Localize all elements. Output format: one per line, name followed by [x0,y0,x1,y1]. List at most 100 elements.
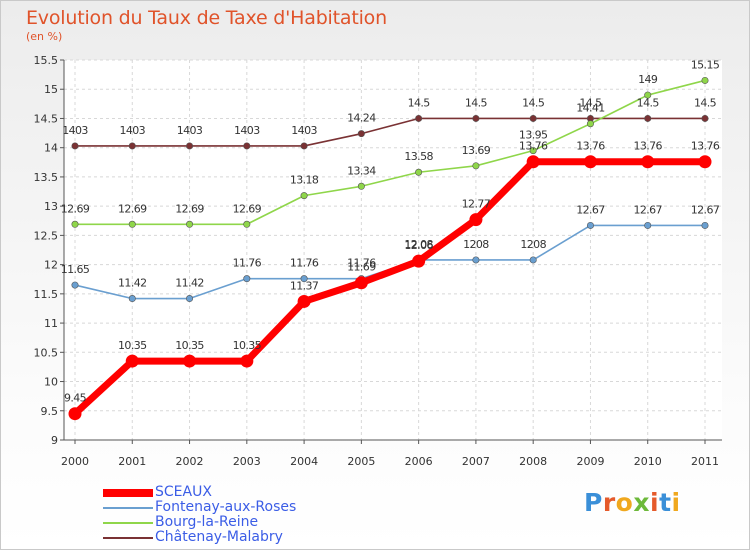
legend-item: Bourg-la-Reine [103,515,343,530]
data-label: 13.76 [576,140,605,153]
data-point [586,221,594,229]
y-tick-label: 10.5 [34,346,59,359]
data-point [357,182,365,190]
data-label: 1403 [177,124,203,137]
data-label: 13.76 [633,140,662,153]
data-label: 12.06 [404,239,433,252]
data-label: 13.76 [691,140,720,153]
data-point [243,275,251,283]
legend-item: Châtenay-Malabry [103,530,343,545]
data-label: 12.69 [233,202,262,215]
data-point [526,155,540,169]
data-label: 14.24 [347,112,376,125]
legend-label: Châtenay-Malabry [155,529,283,545]
data-point [354,276,368,290]
chart-legend: SCEAUX Fontenay-aux-Roses Bourg-la-Reine Ch… [103,485,343,545]
data-label: 12.77 [462,198,491,211]
legend-item: Fontenay-aux-Roses [103,500,343,515]
chart-series [68,76,712,421]
data-label: 11.76 [233,257,262,270]
data-point [183,354,197,368]
data-label: 11.42 [118,277,147,290]
data-point [644,114,652,122]
data-label: 1403 [234,124,260,137]
data-label: 13.58 [404,150,433,163]
data-label: 11.65 [61,263,90,276]
series-line-bourg-la-reine [75,79,706,226]
chart-data-labels: 9.45 10.35 10.35 10.35 11.37 11.69 12.06 12.77 1… [61,58,721,404]
data-point [300,142,308,150]
data-label: 14.5 [579,96,602,109]
data-point [586,120,594,128]
data-point [701,221,709,229]
data-label: 12.67 [691,203,720,216]
data-label: 13.34 [347,164,376,177]
data-label: 14.5 [465,96,488,109]
data-label: 1403 [119,124,145,137]
data-point [300,192,308,200]
data-point [186,142,194,150]
logo-letter: P [584,488,603,517]
legend-label: Fontenay-aux-Roses [155,499,297,515]
data-label: 14.41 [576,102,605,115]
data-label: 14.5 [694,96,717,109]
data-label: 12.69 [175,202,204,215]
logo-letter: x [633,488,650,517]
legend-swatch [103,506,153,509]
legend-swatch [103,536,153,539]
data-point [644,221,652,229]
data-point [641,155,655,169]
data-label: 11.76 [290,257,319,270]
legend-swatch [103,488,153,497]
data-label: 10.35 [233,339,262,352]
data-point [701,76,709,84]
data-point [128,142,136,150]
y-tick-label: 15.5 [34,54,59,67]
x-tick-label: 2006 [405,455,433,468]
data-label: 11.37 [290,279,319,292]
data-point [472,256,480,264]
y-tick-label: 14.5 [34,112,59,125]
y-tick-label: 9 [51,434,58,447]
data-point [529,114,537,122]
x-tick-label: 2007 [462,455,490,468]
legend-label: Bourg-la-Reine [155,514,259,530]
y-tick-label: 11 [44,317,58,330]
data-label: 12.69 [118,202,147,215]
chart-axes: 9 9.5 10 10.5 11 11.5 12 12.5 13 13.5 14 14.5 15 15.5… [34,54,722,468]
y-tick-label: 14 [44,142,58,155]
data-label: 1208 [463,238,489,251]
data-point [243,142,251,150]
legend-swatch [103,521,153,524]
data-point [644,91,652,99]
logo-letter: i [671,488,681,517]
data-label: 14.5 [637,96,660,109]
data-point [243,220,251,228]
x-tick-label: 2008 [519,455,547,468]
y-tick-label: 12.5 [34,229,59,242]
data-point [469,213,483,227]
logo-letter: r [602,488,616,517]
data-point [415,114,423,122]
x-tick-label: 2003 [233,455,261,468]
data-label: 11.42 [175,277,204,290]
data-point [68,407,82,421]
data-point [128,295,136,303]
data-point [300,275,308,283]
data-label: 12.67 [633,203,662,216]
data-label: 1403 [291,124,317,137]
data-point [529,147,537,155]
data-label: 10.35 [118,339,147,352]
data-point [701,114,709,122]
data-label: 149 [638,73,658,86]
logo-letter: t [659,488,672,517]
y-tick-label: 10 [44,376,58,389]
x-tick-label: 2001 [118,455,146,468]
data-point [186,220,194,228]
logo-letter: i [650,488,660,517]
data-point [472,162,480,170]
x-tick-label: 2009 [576,455,604,468]
series-line-sceaux [72,158,705,417]
data-point [71,142,79,150]
